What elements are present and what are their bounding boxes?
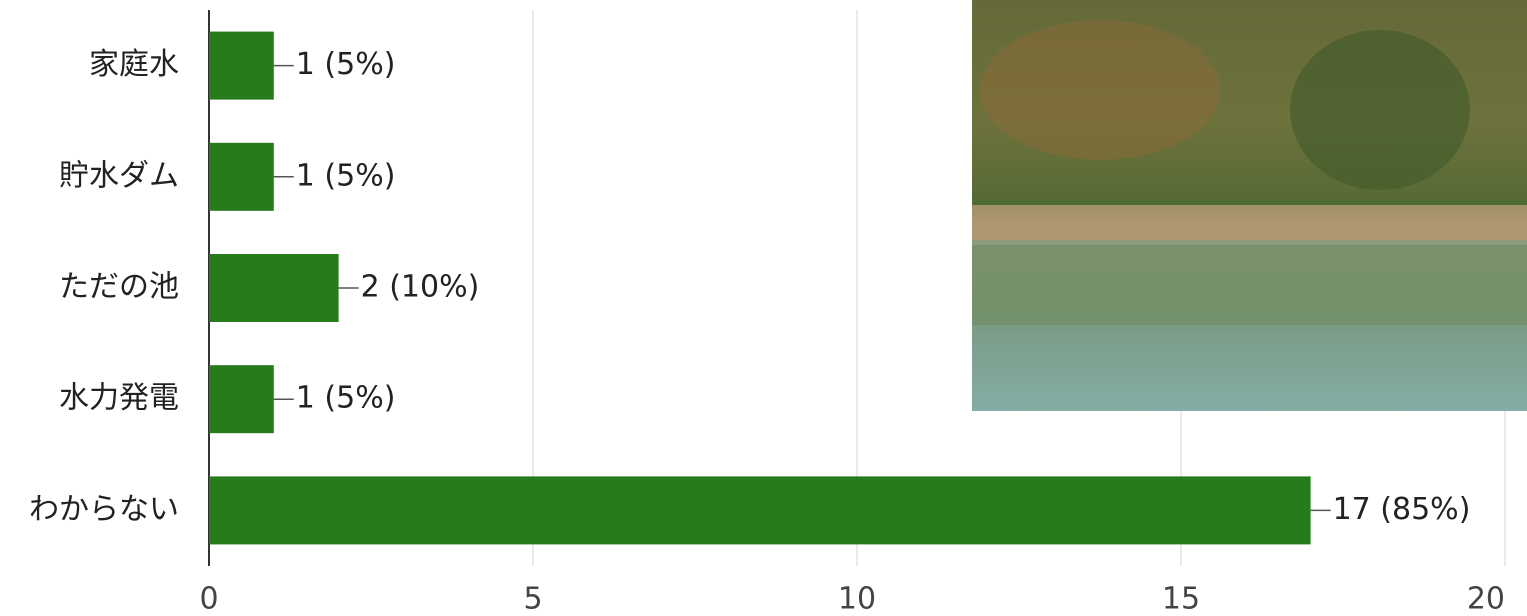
bar — [209, 365, 274, 434]
x-tick-label: 5 — [523, 582, 542, 616]
photo — [972, 0, 1527, 411]
value-label: 1 (5%) — [296, 158, 396, 193]
y-tick-label: 貯水ダム — [59, 158, 179, 193]
x-tick-label: 15 — [1162, 582, 1200, 616]
value-label: 17 (85%) — [1333, 492, 1471, 527]
y-tick-label: 水力発電 — [59, 381, 179, 416]
y-tick-label: ただの池 — [59, 270, 179, 305]
y-tick-label: わからない — [29, 492, 179, 527]
y-tick-label: 家庭水 — [89, 47, 179, 82]
bar — [209, 142, 274, 211]
bar — [209, 254, 339, 322]
bar — [209, 476, 1311, 545]
value-label: 1 (5%) — [296, 47, 396, 82]
bar — [209, 31, 274, 100]
x-tick-label: 20 — [1467, 582, 1505, 616]
x-tick-label: 10 — [838, 582, 876, 616]
value-label: 1 (5%) — [296, 381, 396, 416]
x-tick-label: 0 — [199, 582, 218, 616]
value-label: 2 (10%) — [361, 270, 480, 305]
